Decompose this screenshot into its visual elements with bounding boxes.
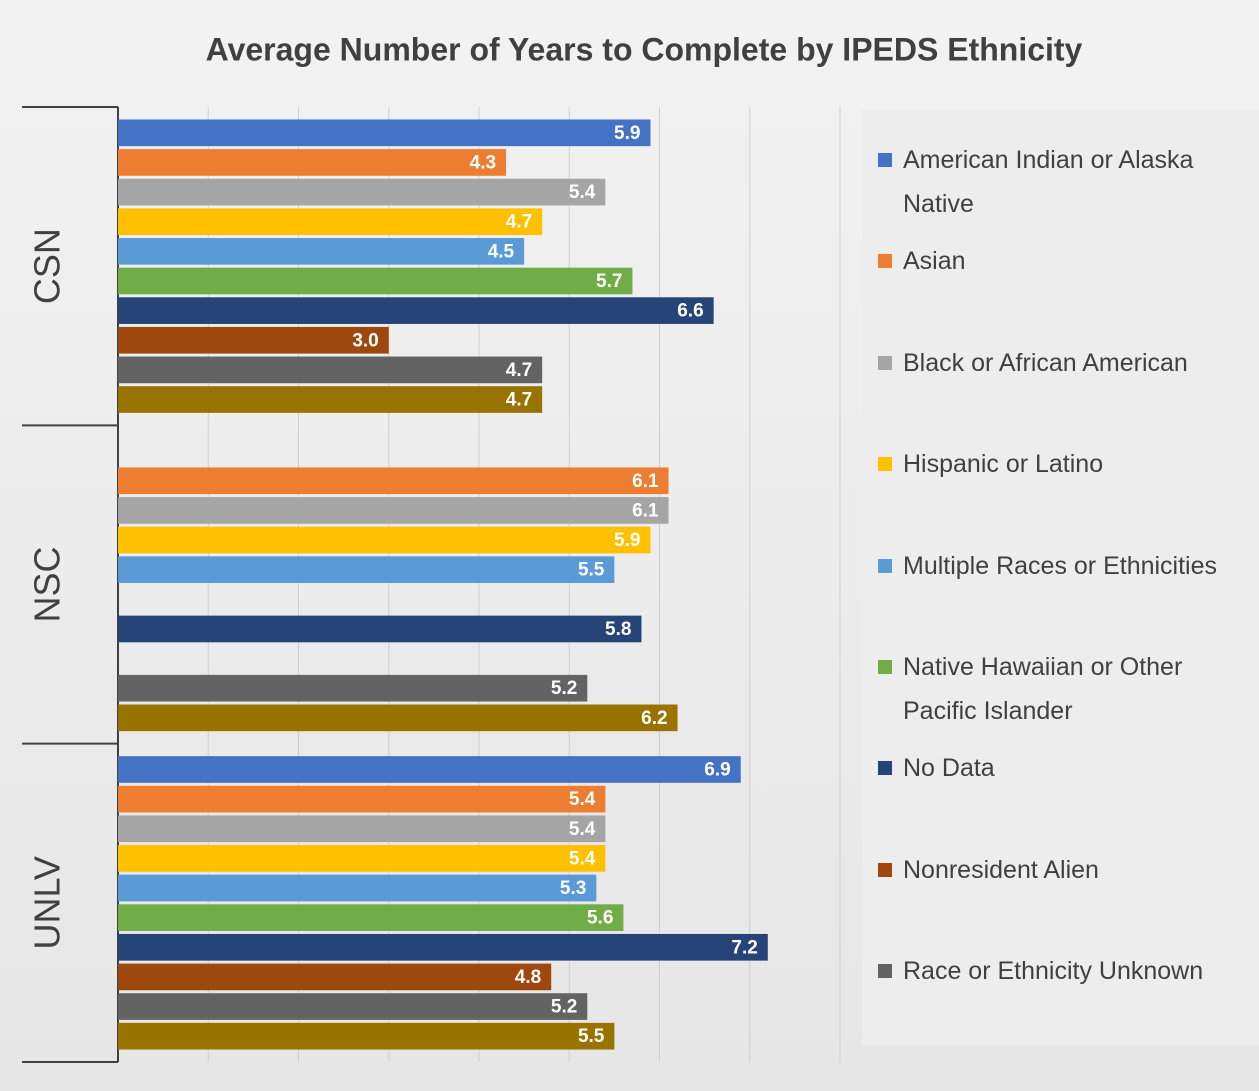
data-label: 5.8	[605, 619, 631, 640]
bar	[118, 208, 543, 236]
bar	[118, 815, 606, 843]
legend-swatch	[878, 355, 892, 370]
legend-label: Hispanic or Latino	[903, 450, 1104, 479]
data-label: 5.4	[569, 848, 596, 869]
bar	[118, 356, 543, 384]
legend-label: Race or Ethnicity Unknown	[903, 957, 1204, 986]
chart-title: Average Number of Years to Complete by I…	[206, 31, 1083, 67]
bar	[118, 178, 606, 206]
data-label: 6.9	[704, 759, 730, 780]
bar	[118, 238, 525, 265]
data-label: 6.1	[632, 471, 659, 492]
bar	[118, 297, 714, 324]
data-label: 6.6	[677, 301, 703, 322]
bar	[118, 267, 633, 295]
data-label: 5.9	[614, 530, 640, 551]
legend-label: Black or African American	[903, 348, 1188, 377]
data-label: 5.9	[614, 123, 640, 144]
legend-swatch	[878, 660, 892, 674]
legend-label: American Indian or Alaska Native	[903, 146, 1194, 218]
bar	[118, 904, 624, 931]
bar	[118, 615, 642, 643]
data-label: 5.5	[578, 560, 605, 581]
bar	[118, 467, 669, 495]
legend-label: Native Hawaiian or Other Pacific Islande…	[903, 653, 1183, 725]
legend-swatch	[878, 862, 892, 877]
data-label: 5.2	[551, 997, 577, 1018]
bar	[118, 993, 588, 1020]
data-label: 4.3	[470, 152, 496, 173]
y-tick-label: UNLV	[27, 856, 68, 949]
bar	[118, 149, 507, 176]
bar	[118, 845, 606, 872]
data-label: 5.5	[578, 1026, 605, 1047]
data-label: 5.7	[596, 271, 622, 292]
bar	[118, 386, 543, 413]
data-label: 5.3	[560, 878, 586, 899]
data-label: 4.8	[515, 967, 541, 988]
data-label: 5.4	[569, 819, 596, 840]
bar	[118, 963, 552, 991]
legend-label: No Data	[903, 754, 995, 783]
data-label: 6.1	[632, 500, 659, 521]
data-label: 4.7	[506, 360, 532, 381]
data-label: 5.4	[569, 789, 596, 810]
data-label: 4.5	[488, 241, 515, 262]
bar	[118, 704, 678, 732]
data-label: 5.2	[551, 678, 577, 699]
legend-swatch	[878, 964, 892, 979]
legend-label: Multiple Races or Ethnicities	[903, 551, 1218, 580]
bar	[118, 674, 588, 702]
bar	[118, 119, 651, 147]
legend-swatch	[878, 457, 892, 472]
legend-swatch	[878, 761, 892, 776]
bar	[118, 933, 768, 961]
legend-swatch	[878, 254, 892, 269]
bar	[118, 1022, 615, 1050]
bar	[118, 785, 606, 813]
bar	[118, 556, 615, 584]
legend-label: Nonresident Alien	[903, 855, 1099, 884]
legend-label: Asian	[903, 247, 966, 276]
bar	[118, 526, 651, 554]
y-tick-label: CSN	[27, 228, 68, 304]
data-label: 4.7	[506, 212, 532, 233]
data-label: 4.7	[506, 390, 532, 411]
legend-swatch	[878, 558, 892, 573]
bar	[118, 874, 597, 902]
y-tick-label: NSC	[27, 546, 68, 622]
legend-swatch	[878, 153, 892, 167]
data-label: 5.4	[569, 182, 596, 203]
data-label: 7.2	[731, 937, 757, 958]
bar	[118, 326, 389, 354]
data-label: 3.0	[352, 330, 378, 351]
bar	[118, 756, 741, 783]
legend: American Indian or Alaska Native Asian Bla…	[862, 110, 1259, 1045]
data-label: 5.6	[587, 908, 613, 929]
bar	[118, 497, 669, 524]
data-label: 6.2	[641, 708, 667, 729]
